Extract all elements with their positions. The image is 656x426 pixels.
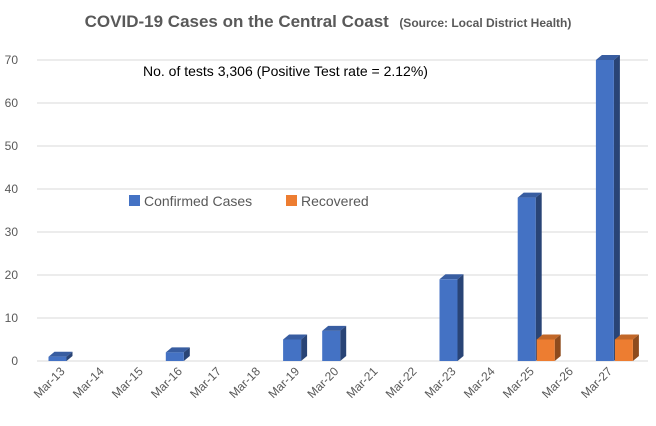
legend-label: Confirmed Cases (144, 193, 252, 209)
bar-front (439, 279, 458, 361)
bar-side (340, 325, 347, 361)
x-tick-label: Mar-25 (500, 364, 537, 401)
bar-side (535, 192, 542, 361)
bar-front (614, 339, 633, 361)
y-tick-label: 20 (5, 268, 19, 282)
bar (439, 274, 464, 361)
bar-side (632, 334, 639, 361)
y-tick-label: 70 (5, 53, 19, 67)
bar (165, 347, 190, 361)
bar-top (614, 334, 639, 340)
y-tick-label: 10 (5, 311, 19, 325)
bar-front (517, 197, 536, 361)
bar-side (301, 334, 308, 361)
legend-item: Confirmed Cases (129, 193, 252, 209)
bar (322, 325, 347, 361)
bar-front (48, 356, 67, 361)
x-tick-label: Mar-26 (539, 364, 576, 401)
gridlines (37, 59, 648, 362)
x-tick-label: Mar-27 (578, 364, 615, 401)
x-tick-label: Mar-17 (187, 364, 224, 401)
x-tick-label: Mar-16 (148, 364, 185, 401)
bar (536, 334, 561, 361)
bar (48, 351, 73, 361)
x-tick-label: Mar-19 (265, 364, 302, 401)
legend-label: Recovered (301, 193, 369, 209)
bar-front (165, 352, 184, 361)
x-tick-label: Mar-13 (31, 364, 68, 401)
chart-title-subtitle: (Source: Local District Health) (399, 16, 571, 30)
chart-title: COVID-19 Cases on the Central Coast (Sou… (85, 12, 572, 31)
y-tick-label: 40 (5, 182, 19, 196)
x-tick-label: Mar-23 (422, 364, 459, 401)
bar-side (457, 274, 464, 361)
bar-top (165, 347, 190, 353)
x-tick-label: Mar-20 (305, 364, 342, 401)
legend-swatch (129, 195, 140, 206)
y-tick-label: 0 (11, 354, 18, 368)
legend-swatch (286, 195, 297, 206)
bars (48, 55, 639, 361)
bar-side (66, 351, 73, 361)
bar-top (322, 325, 347, 331)
x-tick-label: Mar-24 (461, 364, 498, 401)
y-tick-label: 60 (5, 96, 19, 110)
bar-front (536, 339, 555, 361)
bar (283, 334, 308, 361)
bar-side (554, 334, 561, 361)
y-axis-ticks: 0 10 20 30 40 50 60 70 (5, 53, 19, 368)
legend-item: Recovered (286, 193, 369, 209)
bar-top (517, 192, 542, 198)
bar (595, 55, 620, 361)
bar-top (439, 274, 464, 280)
bar-side (613, 55, 620, 361)
bar (517, 192, 542, 361)
bar-front (322, 330, 341, 361)
bar (614, 334, 639, 361)
x-tick-label: Mar-21 (344, 364, 381, 401)
chart-annotation: No. of tests 3,306 (Positive Test rate =… (143, 63, 428, 79)
chart-title-main: COVID-19 Cases on the Central Coast (85, 12, 390, 31)
legend: Confirmed Cases Recovered (129, 193, 369, 209)
y-tick-label: 30 (5, 225, 19, 239)
bar-side (183, 347, 190, 361)
bar-top (48, 351, 73, 357)
bar-front (595, 60, 614, 361)
bar-front (283, 339, 302, 361)
bar-top (536, 334, 561, 340)
y-tick-label: 50 (5, 139, 19, 153)
bar-top (283, 334, 308, 340)
x-axis-ticks: Mar-13 Mar-14 Mar-15 Mar-16 Mar-17 Mar-18 Mar-… (31, 364, 615, 401)
bar-top (595, 55, 620, 60)
x-tick-label: Mar-15 (109, 364, 146, 401)
x-tick-label: Mar-22 (383, 364, 420, 401)
x-tick-label: Mar-14 (70, 364, 107, 401)
x-tick-label: Mar-18 (226, 364, 263, 401)
